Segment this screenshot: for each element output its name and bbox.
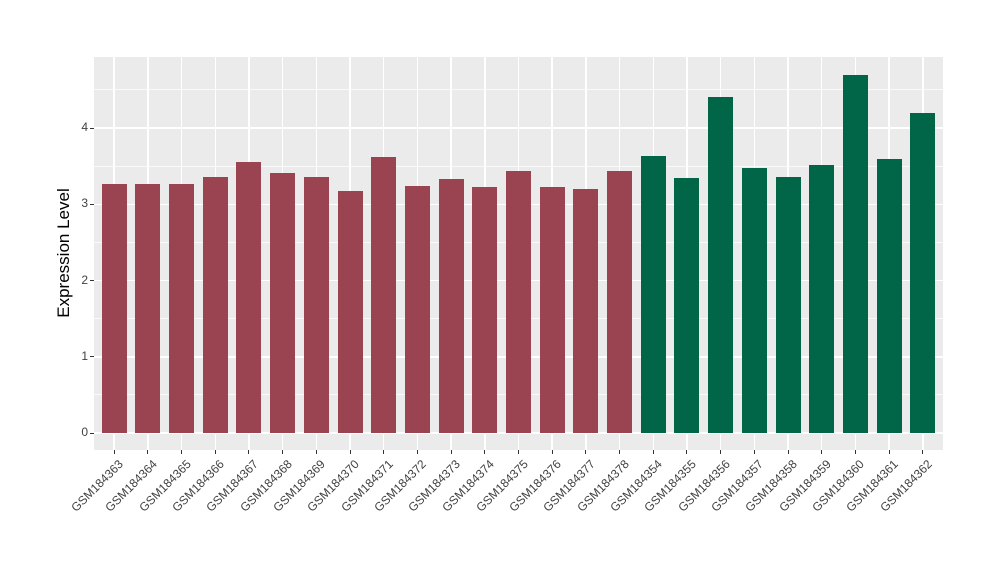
bar-GSM184359 <box>809 165 835 433</box>
bar-GSM184367 <box>236 161 262 433</box>
bar-GSM184371 <box>371 156 397 433</box>
x-axis-tick <box>214 450 216 454</box>
x-axis-tick <box>383 450 385 454</box>
x-axis-tick <box>720 450 722 454</box>
x-axis-tick <box>315 450 317 454</box>
x-axis-tick <box>248 450 250 454</box>
x-axis-tick <box>181 450 183 454</box>
bar-GSM184355 <box>674 178 700 433</box>
bar-GSM184372 <box>404 185 430 433</box>
bar-GSM184377 <box>573 189 599 433</box>
bar-GSM184366 <box>202 176 228 433</box>
bar-GSM184369 <box>303 176 329 433</box>
x-axis-tick <box>113 450 115 454</box>
x-axis-tick <box>349 450 351 454</box>
x-axis-tick <box>922 450 924 454</box>
bar-GSM184357 <box>741 167 767 433</box>
x-axis-tick <box>686 450 688 454</box>
bar-GSM184373 <box>438 179 464 433</box>
x-axis-tick <box>753 450 755 454</box>
bar-GSM184360 <box>842 74 868 433</box>
x-axis-tick <box>484 450 486 454</box>
x-axis-tick <box>652 450 654 454</box>
plot-panel <box>94 57 943 450</box>
x-axis-tick <box>585 450 587 454</box>
x-axis-tick <box>551 450 553 454</box>
bar-GSM184368 <box>270 173 296 433</box>
x-axis-tick <box>821 450 823 454</box>
y-axis-tick-label: 3 <box>81 196 88 211</box>
y-axis-tick <box>90 127 94 129</box>
x-axis-tick <box>416 450 418 454</box>
bar-GSM184361 <box>876 158 902 433</box>
bar-GSM184362 <box>910 112 936 433</box>
bar-GSM184375 <box>506 170 531 433</box>
bar-GSM184354 <box>640 156 666 433</box>
bar-GSM184365 <box>169 183 195 433</box>
x-axis-tick <box>147 450 149 454</box>
x-axis-tick <box>619 450 621 454</box>
x-axis-tick <box>282 450 284 454</box>
bar-GSM184358 <box>775 176 801 433</box>
y-axis-tick-label: 4 <box>81 120 88 134</box>
y-axis-tick <box>90 432 94 434</box>
y-axis-tick <box>90 280 94 281</box>
x-axis-tick <box>518 450 519 454</box>
bar-GSM184364 <box>135 183 161 433</box>
bar-GSM184374 <box>472 187 498 433</box>
x-axis-tick <box>888 450 890 454</box>
bar-GSM184376 <box>539 186 565 433</box>
y-axis-tick <box>90 203 94 205</box>
y-axis-tick-label: 2 <box>81 272 88 287</box>
y-axis-tick <box>90 356 94 358</box>
x-axis-tick <box>787 450 789 454</box>
bar-GSM184378 <box>607 170 633 433</box>
y-axis-tick-label: 1 <box>81 348 88 363</box>
bar-GSM184356 <box>708 96 734 433</box>
x-axis-tick <box>854 450 856 454</box>
bar-GSM184363 <box>101 184 127 433</box>
y-axis-tick-label: 0 <box>81 425 88 439</box>
bar-GSM184370 <box>337 191 363 433</box>
x-axis-tick <box>450 450 452 454</box>
